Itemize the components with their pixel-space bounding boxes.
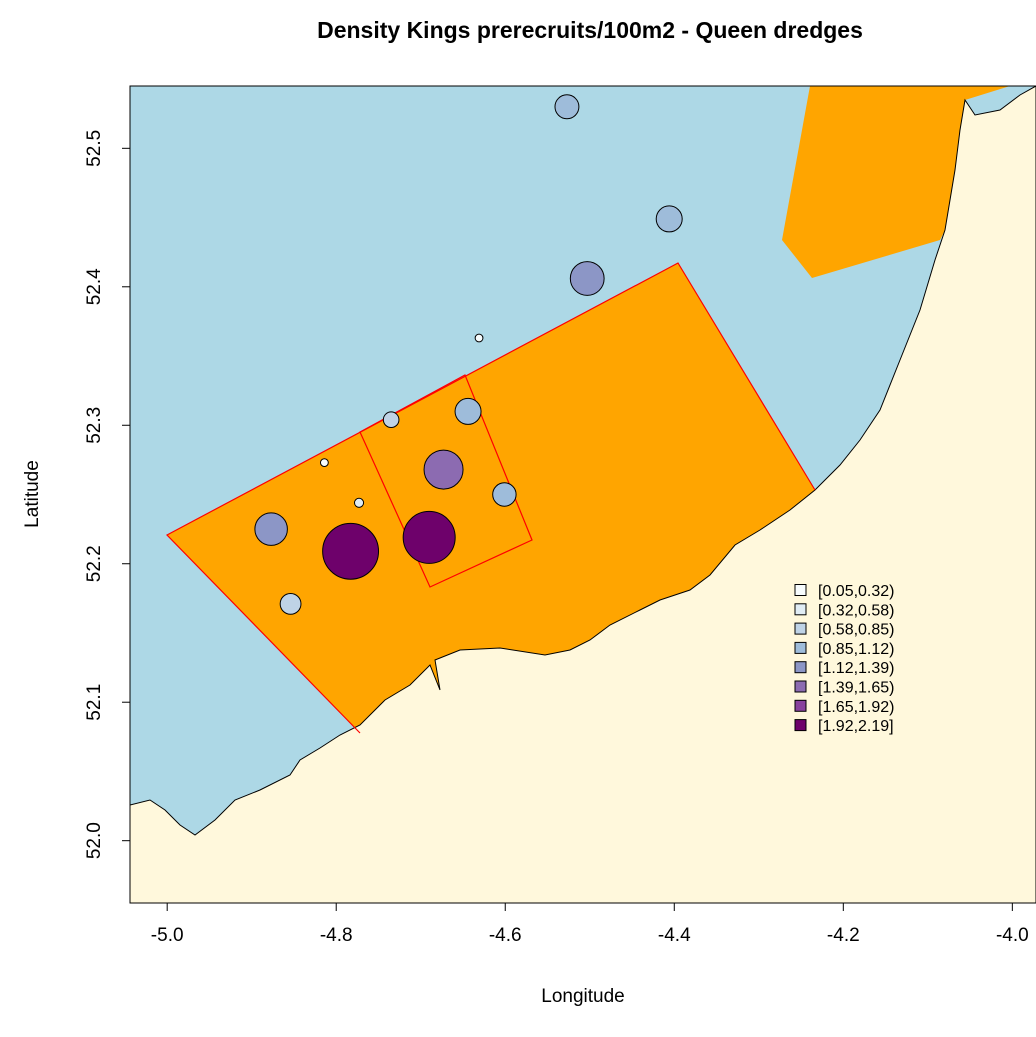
bubble [279, 592, 302, 615]
legend-swatch [794, 603, 807, 616]
bubble [254, 512, 288, 546]
land [130, 86, 1036, 903]
bubble [569, 261, 605, 296]
bubble [492, 482, 517, 507]
legend-label: [1.39,1.65) [818, 680, 895, 697]
area-border [166, 262, 816, 734]
legend-label: [1.65,1.92) [818, 699, 895, 716]
bubble [655, 205, 683, 233]
x-tick-label: -4.4 [658, 925, 691, 946]
y-tick-label: 52.2 [84, 545, 105, 582]
legend-swatch [794, 699, 807, 712]
legend-label: [0.05,0.32) [818, 583, 895, 600]
bubble [423, 449, 464, 490]
legend-swatch [794, 719, 807, 732]
bubble [554, 94, 580, 120]
x-tick-label: -4.6 [489, 925, 522, 946]
legend-swatch [794, 584, 807, 596]
area [782, 86, 1010, 278]
x-tick-label: -4.2 [827, 925, 860, 946]
legend-label: [1.12,1.39) [818, 660, 895, 677]
legend-swatch [794, 641, 807, 654]
bubble [402, 510, 456, 564]
y-tick-label: 52.0 [84, 822, 105, 859]
x-tick-label: -5.0 [151, 925, 184, 946]
legend-label: [1.92,2.19] [818, 718, 894, 735]
x-tick-label: -4.8 [320, 925, 353, 946]
y-tick-label: 52.3 [84, 407, 105, 444]
legend-swatch [794, 661, 807, 674]
y-tick-label: 52.1 [84, 684, 105, 721]
y-axis-label: Latitude [22, 460, 43, 528]
map [130, 86, 1036, 903]
plot-frame [129, 85, 1036, 904]
legend-label: [0.32,0.58) [818, 602, 895, 619]
legend-label: [0.58,0.85) [818, 622, 895, 639]
y-tick-label: 52.5 [84, 130, 105, 167]
x-axis-label: Longitude [541, 986, 624, 1007]
legend-swatch [794, 680, 807, 693]
bubble [319, 458, 329, 468]
bubble [382, 411, 400, 429]
x-tick-label: -4.0 [996, 925, 1029, 946]
legend-swatch [794, 622, 807, 635]
y-tick-label: 52.4 [84, 268, 105, 305]
bubble [322, 522, 380, 580]
legend-label: [0.85,1.12) [818, 641, 895, 658]
bubble [474, 333, 484, 343]
chart-title: Density Kings prerecruits/100m2 - Queen … [317, 17, 863, 43]
bubble [454, 397, 482, 425]
bubble [353, 497, 365, 508]
